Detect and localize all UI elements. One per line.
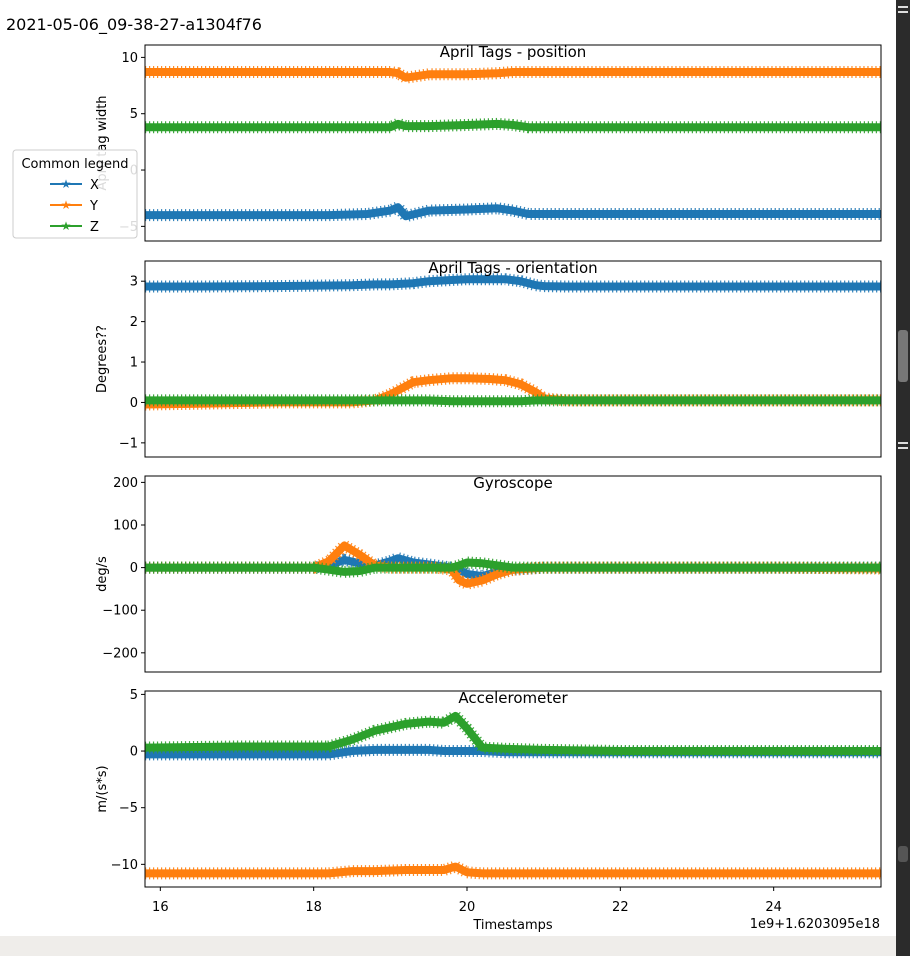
series-line-z	[145, 119, 881, 132]
y-tick-label: 0	[130, 396, 138, 411]
legend-label: Z	[90, 220, 99, 235]
plot-frame	[144, 260, 882, 458]
x-tick-label: 22	[612, 900, 629, 915]
subplot: −10 −5 0 5 Accelerometer m/(s*s)	[95, 688, 882, 888]
x-tick-label: 16	[152, 900, 169, 915]
x-tick-label: 24	[765, 900, 782, 915]
subplot-title: April Tags - orientation	[428, 259, 597, 277]
plot-frame	[144, 690, 882, 888]
series-line-z	[145, 396, 881, 406]
plot-frame	[144, 475, 882, 673]
series-line-z	[145, 558, 881, 576]
legend-label: X	[90, 178, 99, 193]
series-markers-y	[145, 66, 881, 84]
page-title: 2021-05-06_09-38-27-a1304f76	[6, 15, 262, 35]
series-markers-x	[145, 199, 881, 223]
grip-line	[898, 11, 908, 13]
y-axis-label: m/(s*s)	[95, 765, 110, 812]
y-tick-label: −100	[102, 604, 138, 619]
subplot: −1 0 1 2 3 April Tags - orientation Degrees??	[95, 259, 882, 458]
x-tick-label: 20	[459, 900, 476, 915]
y-tick-label: −10	[111, 858, 138, 873]
x-offset-text: 1e9+1.6203095e18	[750, 917, 880, 932]
x-tick-label: 18	[305, 900, 322, 915]
series-markers-x	[145, 551, 881, 583]
y-tick-label: −5	[119, 801, 138, 816]
y-tick-label: 5	[130, 107, 138, 122]
subplot-title: Gyroscope	[473, 474, 553, 492]
subplot-title: Accelerometer	[458, 689, 568, 707]
legend-marker: ★	[61, 198, 72, 212]
window-bottom-strip	[0, 936, 896, 956]
y-tick-label: 100	[113, 519, 138, 534]
x-axis-label: Timestamps	[472, 918, 553, 933]
scrollbar-nub[interactable]	[898, 846, 908, 862]
grip-line	[898, 442, 908, 444]
legend-frame	[12, 149, 138, 239]
legend-label: Y	[89, 199, 98, 214]
y-axis-label: deg/s	[95, 556, 110, 592]
series-group	[145, 66, 881, 223]
y-tick-label: 10	[121, 51, 138, 66]
scrollbar-thumb[interactable]	[898, 330, 908, 382]
common-legend: Common legend ★ X★ Y★ Z	[12, 149, 138, 239]
series-group	[145, 708, 881, 880]
subplot: −200 −100 0 100 200 Gyroscope deg/s	[95, 474, 882, 673]
y-tick-label: 0	[130, 561, 138, 576]
y-tick-label: −200	[102, 646, 138, 661]
legend-title: Common legend	[21, 157, 128, 172]
y-tick-label: 200	[113, 476, 138, 491]
legend-item-y: ★ Y	[50, 198, 98, 214]
series-line-y	[145, 862, 881, 878]
y-tick-label: 5	[130, 688, 138, 703]
series-group	[145, 537, 881, 591]
legend-marker: ★	[61, 177, 72, 191]
y-axis-label: Degrees??	[95, 325, 110, 393]
y-tick-label: 3	[130, 275, 138, 290]
series-group	[145, 273, 881, 411]
legend-item-z: ★ Z	[50, 219, 99, 235]
y-tick-label: −1	[119, 436, 138, 451]
series-line-x	[145, 275, 881, 291]
grip-line	[898, 447, 908, 449]
y-tick-label: 1	[130, 356, 138, 371]
series-markers-z	[145, 708, 881, 757]
legend-entries: ★ X★ Y★ Z	[50, 177, 99, 235]
series-line-y	[145, 68, 881, 82]
series-line-x	[145, 203, 881, 221]
subplot-title: April Tags - position	[440, 43, 587, 61]
legend-item-x: ★ X	[50, 177, 99, 193]
legend-marker: ★	[61, 219, 72, 233]
shared-x-axis: 16 18 20 22 24	[152, 887, 782, 915]
plot-frame	[144, 44, 882, 242]
figure: 2021-05-06_09-38-27-a1304f76 −50510April…	[6, 15, 882, 933]
scrollbar-track[interactable]	[896, 0, 910, 956]
y-tick-label: 0	[130, 745, 138, 760]
grip-line	[898, 6, 908, 8]
y-tick-label: 2	[130, 315, 138, 330]
